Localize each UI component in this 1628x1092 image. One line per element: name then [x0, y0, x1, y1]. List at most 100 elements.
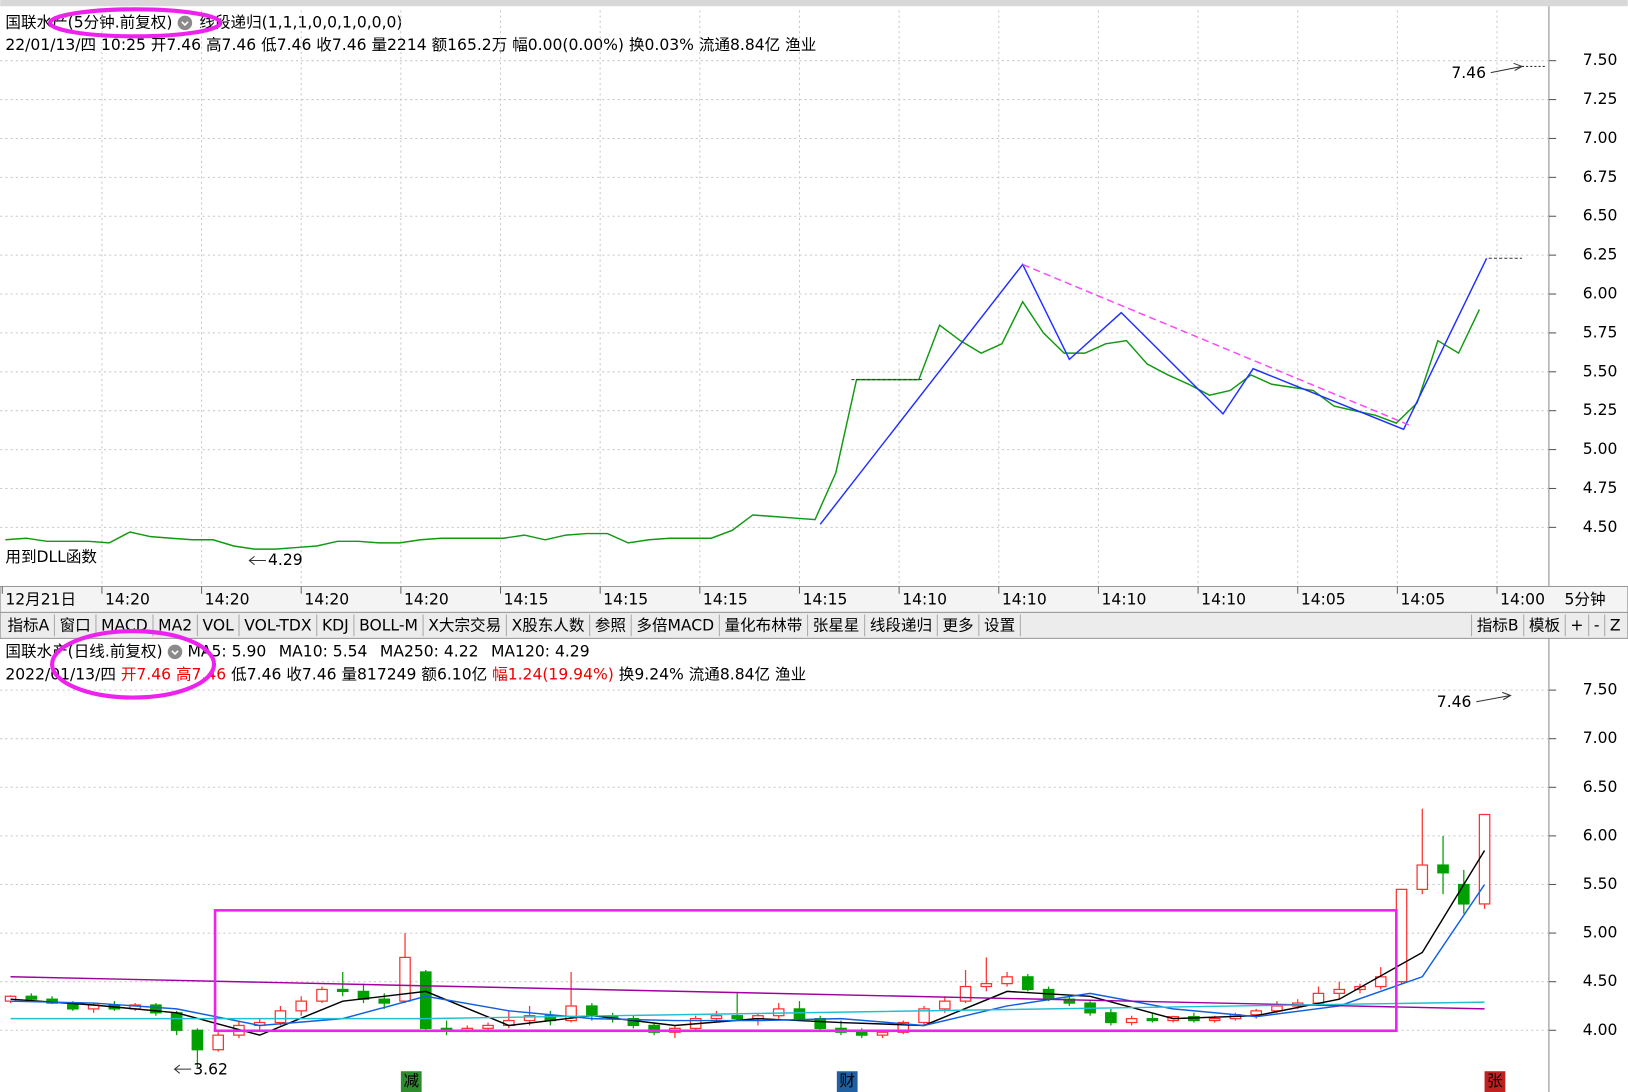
toolbar-button[interactable]: + — [1570, 616, 1583, 634]
x-tick-label: 14:10 — [1102, 590, 1147, 608]
chart-title: 国联水产(5分钟.前复权) — [5, 13, 172, 31]
bar-info-part: 低7.46 收7.46 量817249 额6.10亿 — [226, 665, 492, 683]
y-tick-label: 5.25 — [1583, 401, 1618, 419]
x-tick-label: 14:15 — [603, 590, 648, 608]
toolbar-button[interactable]: 指标B — [1477, 616, 1519, 634]
x-tick-label: 14:05 — [1301, 590, 1346, 608]
toolbar-button[interactable]: - — [1594, 616, 1600, 634]
toolbar-tab[interactable]: 量化布林带 — [725, 616, 803, 634]
candle-body — [918, 1008, 930, 1024]
x-tick-label: 14:15 — [803, 590, 848, 608]
event-marker-bg — [836, 1071, 858, 1092]
candle-body — [876, 1031, 889, 1036]
candle-body — [793, 1008, 806, 1020]
candle-body — [4, 995, 17, 1002]
segment-line — [819, 257, 1488, 525]
candle-body — [482, 1024, 494, 1029]
highlight-ellipse — [50, 629, 217, 700]
x-tick-label: 14:10 — [1201, 590, 1246, 608]
y-tick-label: 7.25 — [1583, 90, 1618, 108]
annotation: 3.62 — [193, 1061, 228, 1079]
candle-body — [1457, 883, 1470, 905]
period-label: 5分钟 — [1564, 590, 1605, 608]
bar-info-part: 幅1.24(19.94%) — [492, 665, 614, 683]
candle-body — [1333, 988, 1346, 994]
toolbar-tab[interactable]: 指标A — [7, 616, 49, 634]
annotation: 7.46 — [1437, 693, 1472, 711]
toolbar-tab[interactable]: X大宗交易 — [428, 616, 501, 634]
trend-line — [1022, 263, 1413, 427]
candle-body — [1374, 976, 1387, 988]
y-tick-label: 5.00 — [1583, 440, 1618, 458]
ma-legend: MA5: 5.90 — [187, 642, 266, 660]
x-tick-label: 12月21日 — [5, 590, 76, 608]
toolbar-tab[interactable]: VOL-TDX — [244, 616, 312, 634]
annotation: 4.29 — [268, 551, 303, 569]
toolbar-tab[interactable]: MA2 — [158, 616, 192, 634]
ma-line — [10, 976, 1485, 1010]
x-tick-label: 14:05 — [1400, 590, 1445, 608]
candle-body — [855, 1031, 868, 1036]
candle-body — [1395, 888, 1408, 983]
time-axis-band — [0, 585, 1628, 613]
annotation-arrow — [248, 555, 266, 566]
candle-body — [212, 1034, 224, 1051]
candle-body — [150, 1004, 162, 1014]
x-tick-label: 14:15 — [504, 590, 549, 608]
toolbar-button[interactable]: 模板 — [1529, 616, 1561, 634]
settings-icon-glyph — [181, 21, 189, 27]
ma-line — [10, 884, 1486, 1027]
candle-body — [1146, 1017, 1159, 1022]
candle-body — [1001, 976, 1013, 985]
candle-body — [1437, 864, 1449, 874]
toolbar-tab[interactable]: 设置 — [984, 616, 1015, 634]
y-tick-label: 7.50 — [1583, 681, 1618, 699]
toolbar-tab[interactable]: 参照 — [595, 616, 626, 634]
toolbar-tab[interactable]: 多倍MACD — [636, 616, 714, 634]
annotation: 7.46 — [1451, 64, 1486, 82]
candle-body — [710, 1015, 723, 1020]
y-tick-label: 7.00 — [1583, 129, 1618, 147]
toolbar-button[interactable]: Z — [1610, 616, 1621, 634]
price-line — [5, 300, 1481, 550]
y-tick-label: 5.75 — [1583, 323, 1618, 341]
candle-body — [897, 1021, 910, 1033]
candle-body — [814, 1017, 827, 1029]
chart-title: 国联水产(日线.前复权) — [5, 642, 162, 660]
toolbar-tab[interactable]: X股东人数 — [512, 616, 585, 634]
y-tick-label: 5.50 — [1583, 362, 1618, 380]
highlight-box — [213, 909, 1398, 1033]
bar-info-part: 2022/01/13/四 — [5, 665, 120, 683]
ma-legend: MA250: 4.22 — [380, 642, 479, 660]
y-tick-label: 6.00 — [1583, 826, 1618, 844]
event-marker: 减 — [403, 1072, 419, 1090]
bar-info-part: 开7.46 高7.46 — [121, 665, 226, 683]
toolbar-tab[interactable]: 线段递归 — [870, 616, 932, 634]
candle-body — [565, 1005, 577, 1022]
candle-body — [1208, 1017, 1221, 1022]
event-marker-bg — [1484, 1071, 1506, 1092]
x-tick-label: 14:20 — [205, 590, 250, 608]
candle-body — [295, 1000, 308, 1012]
toolbar-tab[interactable]: KDJ — [322, 616, 349, 634]
toolbar-tab[interactable]: 更多 — [942, 616, 973, 634]
candle-body — [1105, 1012, 1117, 1024]
annotation: 用到DLL函数 — [5, 548, 97, 566]
toolbar-tab[interactable]: VOL — [203, 616, 235, 634]
toolbar-tab[interactable]: 张星星 — [813, 616, 860, 634]
event-marker: 张 — [1487, 1072, 1503, 1090]
y-tick-label: 7.00 — [1583, 729, 1618, 747]
ma-legend: MA10: 5.54 — [279, 642, 368, 660]
toolbar-tab[interactable]: 窗口 — [60, 616, 91, 634]
toolbar-tab[interactable]: BOLL-M — [359, 616, 418, 634]
toolbar-band — [0, 611, 1628, 639]
y-tick-label: 6.00 — [1583, 285, 1618, 303]
candle-body — [586, 1005, 598, 1017]
ma-legend: MA120: 4.29 — [491, 642, 590, 660]
candle-body — [191, 1029, 204, 1051]
annotation-arrow — [173, 1064, 192, 1074]
y-tick-label: 4.00 — [1583, 1021, 1618, 1039]
x-tick-label: 14:10 — [1002, 590, 1047, 608]
